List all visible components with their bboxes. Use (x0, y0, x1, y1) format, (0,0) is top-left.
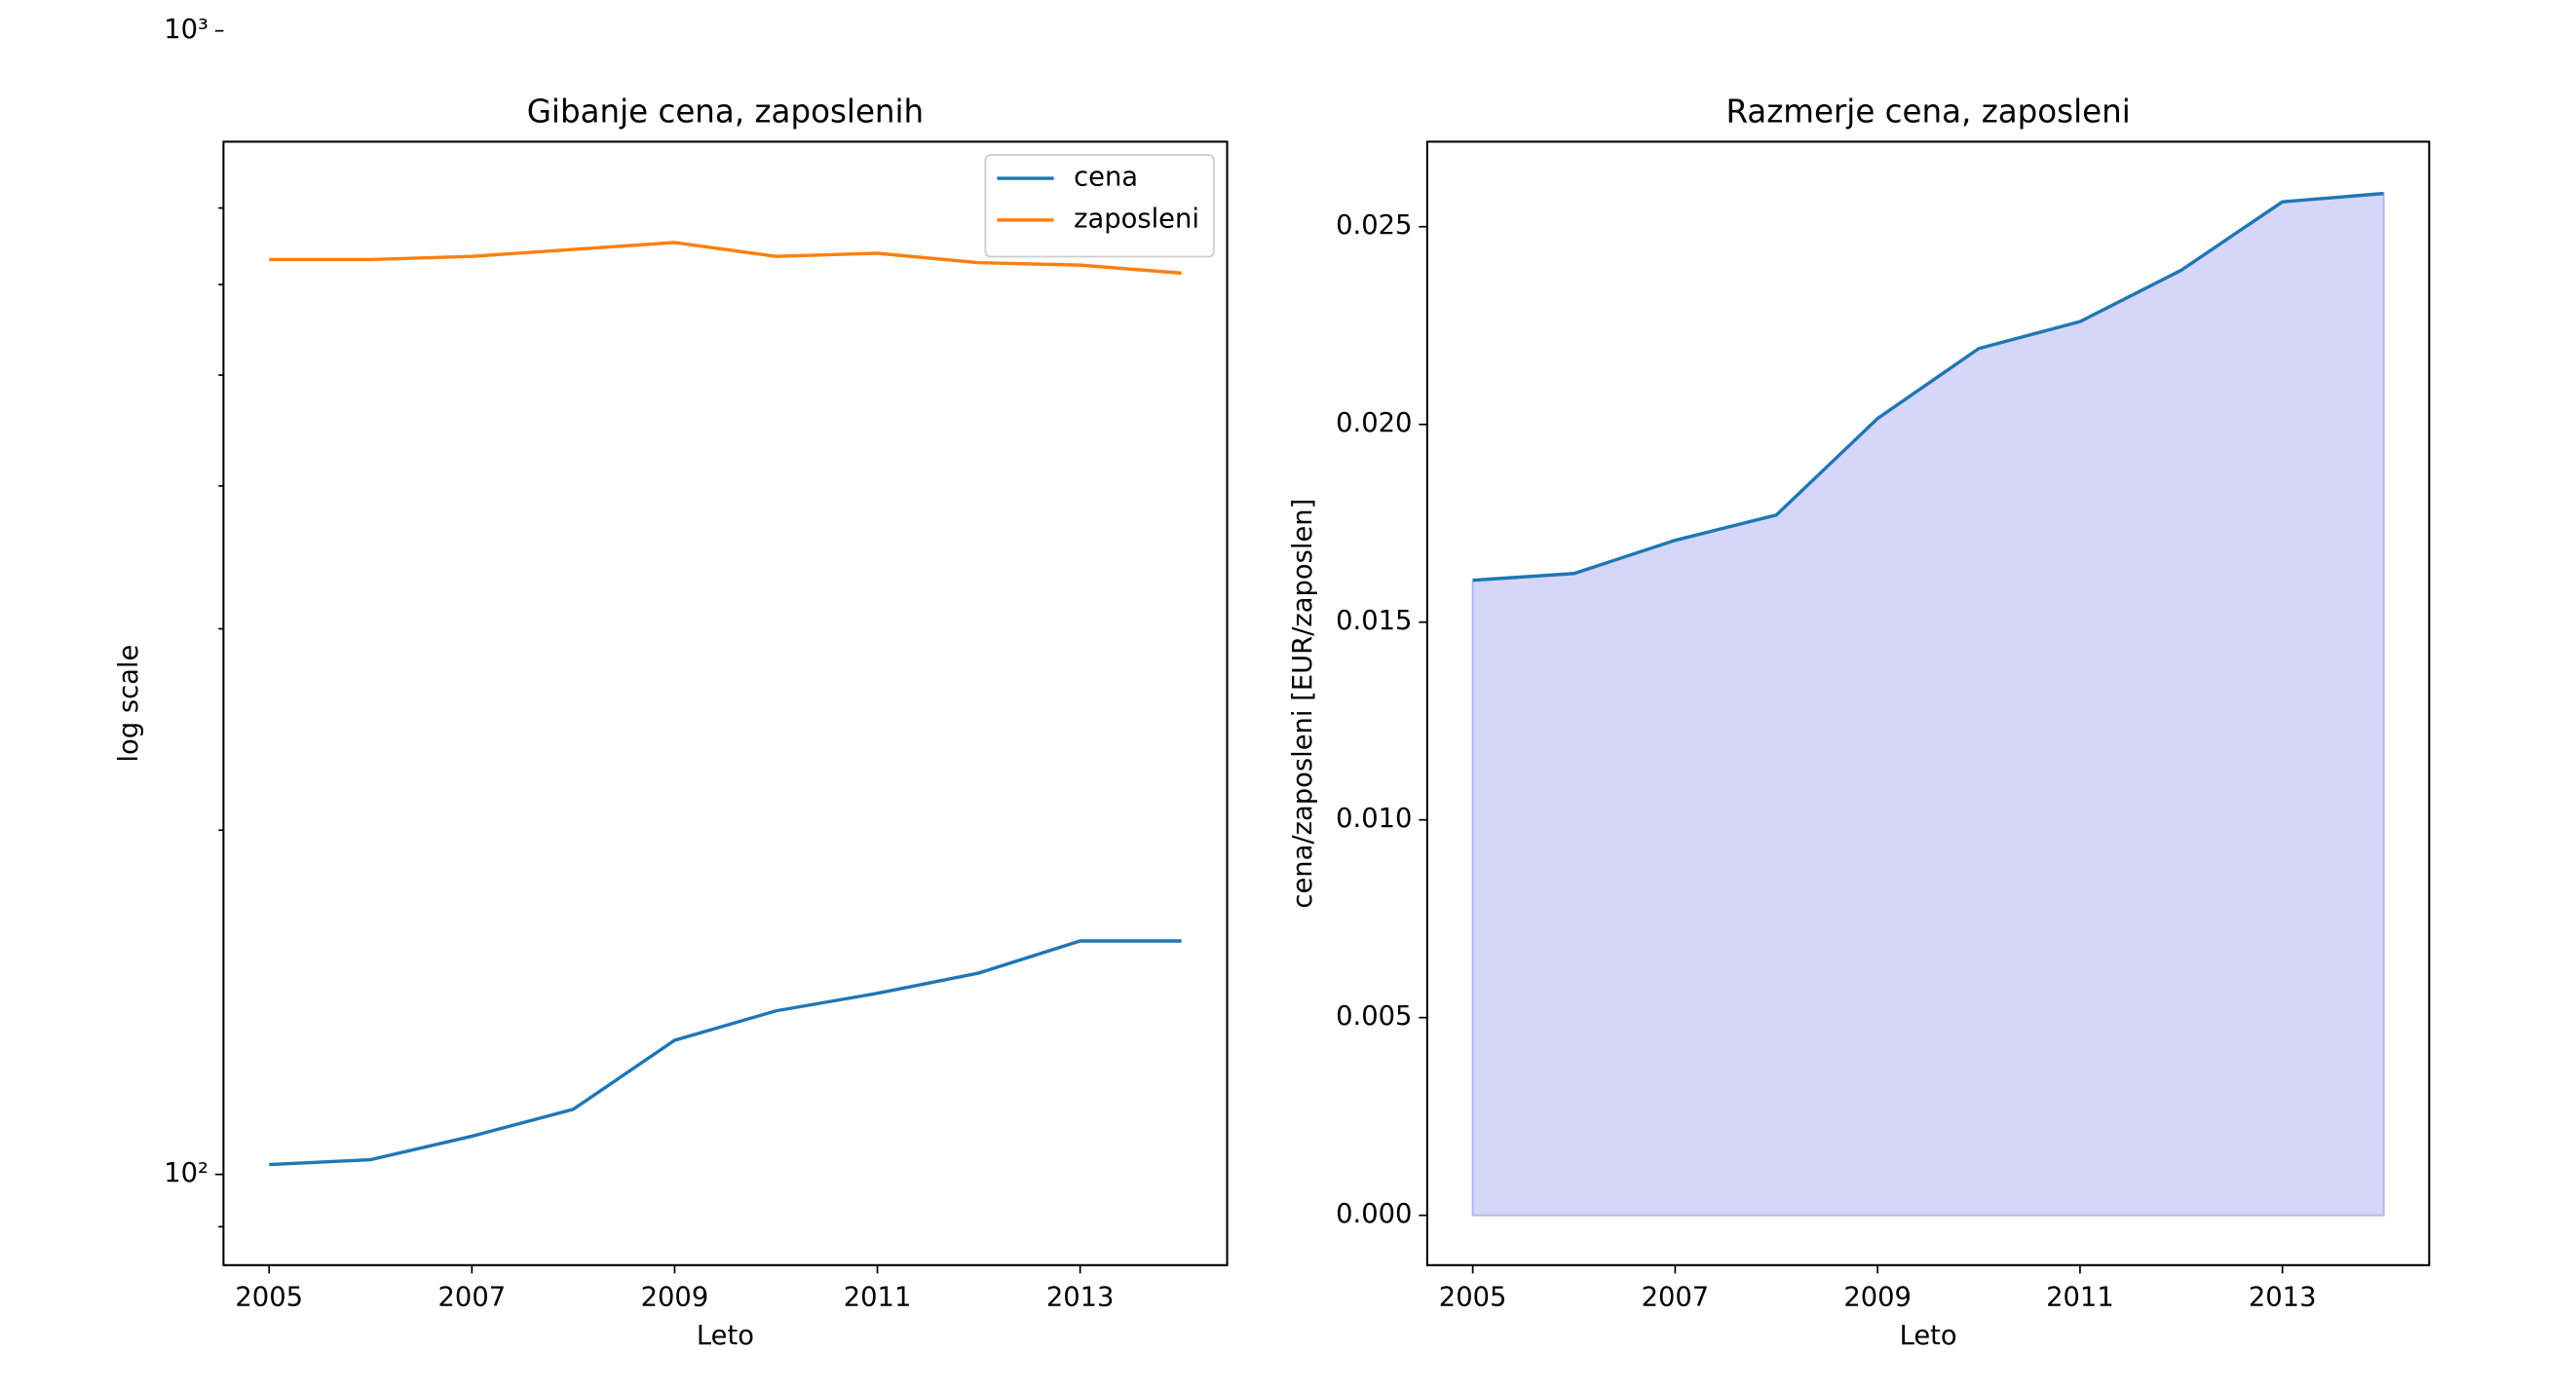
x-tick-label: 2005 (1439, 1283, 1507, 1313)
y-tick-label: 0.005 (1336, 1001, 1412, 1032)
x-tick-label: 2007 (438, 1283, 507, 1313)
legend: cena zaposleni (984, 154, 1215, 258)
subplot: Gibanje cena, zaposlenih Leto log scale 200… (114, 15, 1229, 1351)
chart-title: Razmerje cena, zaposleni (1725, 93, 2130, 130)
x-tick-label: 2005 (235, 1283, 303, 1313)
y-tick-label: 0.020 (1336, 408, 1412, 438)
line (269, 241, 1182, 276)
legend-frame (984, 154, 1215, 258)
axes-frame (1425, 140, 2431, 1266)
x-tick-label: 2013 (2249, 1283, 2317, 1313)
y-tick-label: 0.015 (1336, 606, 1412, 636)
x-tick-label: 2009 (641, 1283, 709, 1313)
line (1472, 191, 2384, 583)
x-axis-label: Leto (1900, 1321, 1957, 1351)
x-axis-label: Leto (697, 1321, 754, 1351)
axes-frame (222, 140, 1229, 1266)
y-tick-label: 10³ (164, 15, 208, 45)
x-tick-label: 2007 (1642, 1283, 1710, 1313)
chart-title: Gibanje cena, zaposlenih (527, 93, 924, 130)
line (269, 939, 1182, 1167)
x-tick-label: 2011 (2046, 1283, 2114, 1313)
area (1471, 192, 2385, 1217)
y-tick-label: 0.010 (1336, 804, 1412, 834)
y-axis-label: log scale (114, 645, 144, 763)
y-tick-label: 0.000 (1336, 1199, 1412, 1229)
legend-label: cena (1074, 163, 1138, 193)
x-tick-label: 2009 (1843, 1283, 1912, 1313)
y-axis-label: cena/zaposleni [EUR/zaposlen] (1288, 499, 1318, 909)
legend-label: zaposleni (1074, 204, 1199, 234)
y-tick-label: 0.025 (1336, 210, 1412, 241)
subplot: Razmerje cena, zaposleni Leto cena/zaposle… (1288, 93, 2431, 1351)
x-tick-label: 2011 (844, 1283, 912, 1313)
x-tick-label: 2013 (1046, 1283, 1115, 1313)
y-tick-label: 10² (164, 1158, 208, 1188)
